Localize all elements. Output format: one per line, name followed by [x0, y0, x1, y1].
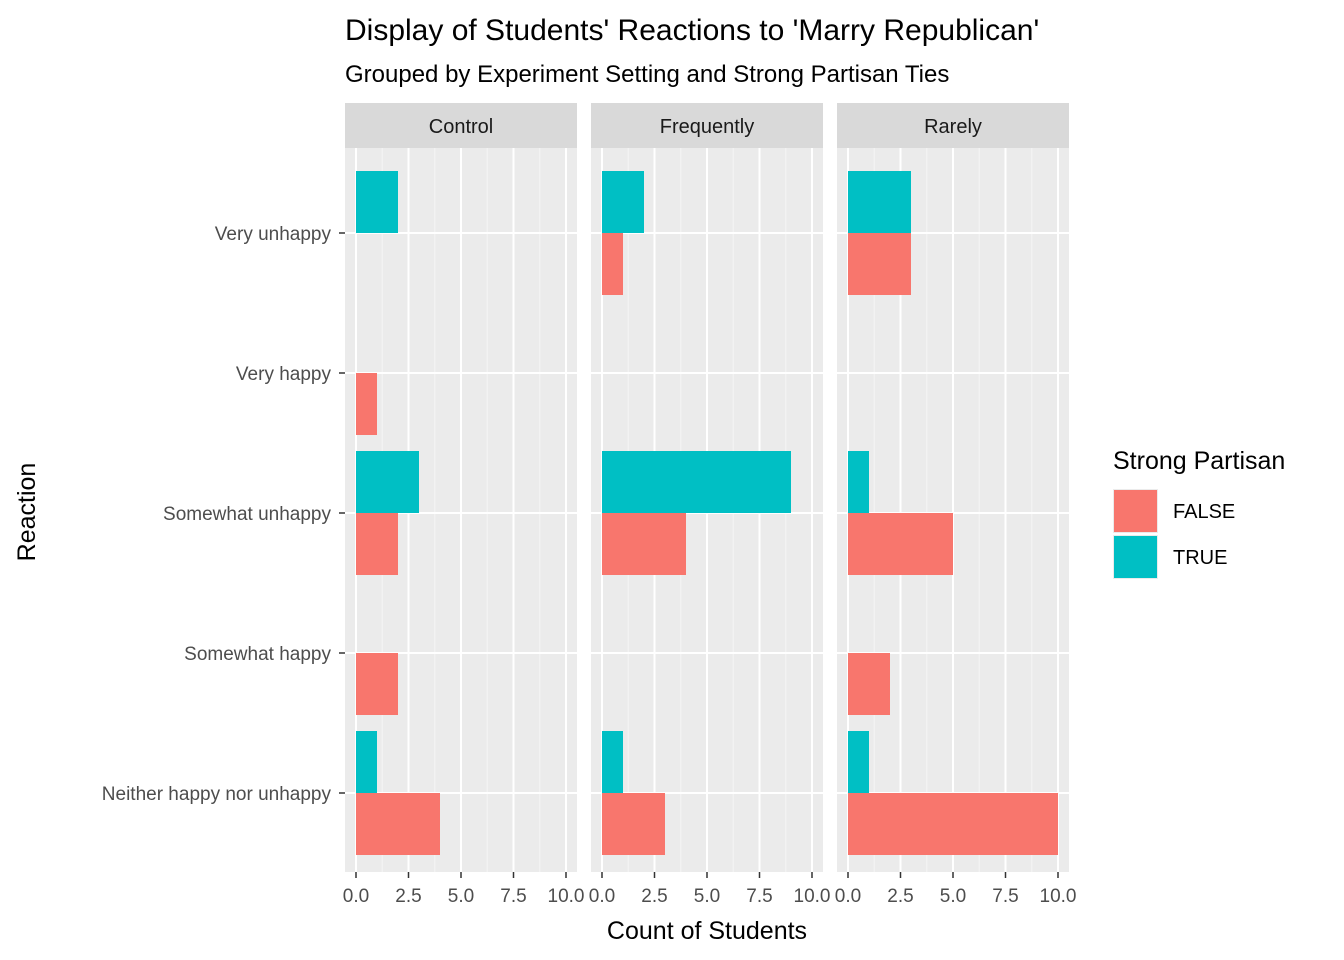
- x-tick-label: 10.0: [1040, 886, 1077, 907]
- y-axis-title: Reaction: [13, 463, 41, 562]
- x-tick-label: 0.0: [589, 886, 615, 907]
- x-tick-label: 7.5: [992, 886, 1018, 907]
- bar-true: [602, 731, 623, 793]
- y-tick-label: Neither happy nor unhappy: [102, 784, 332, 805]
- facet-panel-control: Control 0.0 2.5 5.0 7.5 10.0: [343, 103, 585, 907]
- bar-false: [848, 233, 911, 295]
- x-tick-label: 2.5: [395, 886, 421, 907]
- bar-false: [848, 513, 953, 575]
- bar-false: [848, 793, 1058, 855]
- legend-key-true: [1114, 536, 1157, 578]
- bar-true: [356, 171, 398, 233]
- x-tick-label: 5.0: [448, 886, 474, 907]
- legend: Strong Partisan FALSE TRUE: [1113, 447, 1285, 579]
- x-tick-label: 5.0: [694, 886, 720, 907]
- legend-title: Strong Partisan: [1113, 447, 1285, 475]
- x-tick-label: 2.5: [641, 886, 667, 907]
- x-tick-label: 10.0: [548, 886, 585, 907]
- bar-false: [356, 513, 398, 575]
- x-tick-label: 2.5: [887, 886, 913, 907]
- bar-true: [356, 731, 377, 793]
- y-tick-label: Somewhat unhappy: [163, 504, 331, 525]
- facet-strip-label: Frequently: [660, 116, 755, 138]
- x-axis-title: Count of Students: [607, 917, 807, 945]
- bar-false: [356, 373, 377, 435]
- legend-key-false: [1114, 490, 1157, 532]
- bar-false: [602, 233, 623, 295]
- x-tick-label: 0.0: [835, 886, 861, 907]
- y-tick-label: Somewhat happy: [184, 644, 331, 665]
- legend-label: FALSE: [1173, 501, 1235, 523]
- bar-true: [848, 171, 911, 233]
- chart-subtitle: Grouped by Experiment Setting and Strong…: [345, 61, 949, 88]
- facet-strip: [345, 103, 577, 148]
- chart-title: Display of Students' Reactions to 'Marry…: [345, 14, 1039, 47]
- facet-panel-frequently: Frequently 0.0 2.5 5.0 7.5 10.0: [589, 103, 831, 907]
- y-axis: Very unhappy Very happy Somewhat unhappy So…: [102, 224, 345, 805]
- y-tick-label: Very happy: [236, 364, 332, 385]
- bar-true: [602, 171, 644, 233]
- bar-true: [356, 451, 419, 513]
- bar-false: [356, 653, 398, 715]
- x-tick-label: 7.5: [746, 886, 772, 907]
- x-tick-label: 5.0: [940, 886, 966, 907]
- facet-panels: Control 0.0 2.5 5.0 7.5 10.0 Frequently 0.0 2.5 5…: [343, 103, 1077, 907]
- bar-true: [848, 731, 869, 793]
- bar-false: [848, 653, 890, 715]
- facet-strip-label: Control: [429, 116, 493, 138]
- facet-strip: [591, 103, 823, 148]
- facet-strip: [837, 103, 1069, 148]
- bar-true: [848, 451, 869, 513]
- bar-false: [602, 793, 665, 855]
- y-tick-label: Very unhappy: [215, 224, 332, 245]
- x-tick-label: 0.0: [343, 886, 369, 907]
- facet-panel-rarely: Rarely 0.0 2.5 5.0 7.5 10.0: [835, 103, 1077, 907]
- facet-strip-label: Rarely: [924, 116, 982, 138]
- legend-label: TRUE: [1173, 547, 1227, 569]
- bar-false: [356, 793, 440, 855]
- bar-true: [602, 451, 791, 513]
- x-tick-label: 7.5: [500, 886, 526, 907]
- x-tick-label: 10.0: [794, 886, 831, 907]
- bar-false: [602, 513, 686, 575]
